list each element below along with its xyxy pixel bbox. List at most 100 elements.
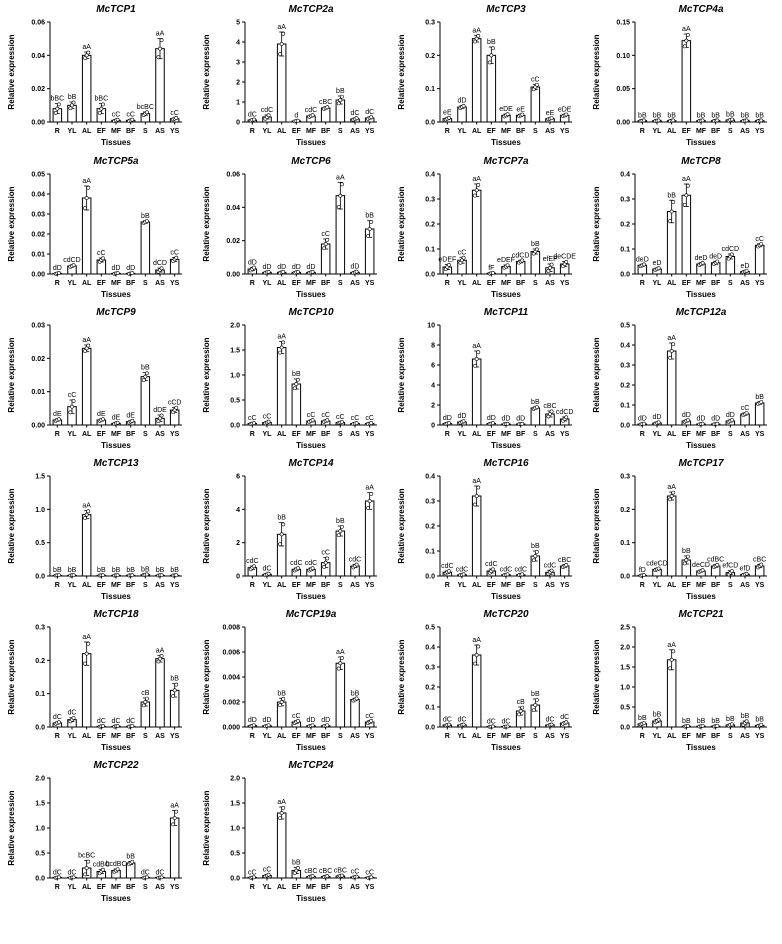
data-point bbox=[84, 346, 89, 351]
x-tick-label: EF bbox=[487, 431, 497, 438]
y-tick-label: 0.0 bbox=[35, 876, 45, 883]
x-tick-label: AS bbox=[545, 280, 555, 287]
significance-label: dC bbox=[487, 718, 496, 725]
bar-EF bbox=[291, 383, 302, 426]
data-point bbox=[171, 822, 175, 827]
y-tick-label: 0.2 bbox=[425, 524, 435, 531]
chart-title: McTCP22 bbox=[93, 760, 138, 771]
data-point bbox=[86, 343, 91, 348]
data-point bbox=[278, 52, 282, 57]
x-tick-label: AS bbox=[350, 733, 360, 740]
y-tick-label: 0.0 bbox=[35, 574, 45, 581]
chart-title: McTCP12a bbox=[676, 307, 727, 318]
x-tick-label: YL bbox=[458, 280, 468, 287]
x-tick-label: R bbox=[640, 128, 645, 135]
data-point bbox=[325, 556, 330, 561]
chart-panel-McTCP3: McTCP3 Relative expression Tissues 0.0 0.1 0.… bbox=[397, 4, 572, 147]
chart-panel-McTCP5a: McTCP5a Relative expression Tissues 0.00 0.0… bbox=[7, 156, 182, 299]
y-tick-label: 0.06 bbox=[226, 172, 240, 179]
x-tick-label: EF bbox=[487, 280, 497, 287]
data-point bbox=[57, 875, 61, 880]
significance-label: cC bbox=[458, 249, 467, 256]
y-tick-label: 0.2 bbox=[425, 222, 435, 229]
significance-label: d bbox=[294, 113, 298, 120]
significance-label: bB bbox=[277, 690, 286, 697]
bar-EF bbox=[486, 54, 497, 123]
data-point bbox=[338, 193, 343, 198]
x-tick-label: BF bbox=[321, 431, 331, 438]
data-point bbox=[369, 492, 374, 496]
data-point bbox=[70, 103, 74, 108]
x-tick-label: S bbox=[338, 733, 343, 740]
significance-label: cdC bbox=[500, 566, 512, 573]
y-axis-label: Relative expression bbox=[397, 488, 406, 563]
x-axis-label: Tissues bbox=[686, 743, 716, 752]
data-point bbox=[281, 806, 286, 810]
data-point bbox=[491, 270, 495, 275]
y-tick-label: 0.15 bbox=[616, 20, 630, 27]
data-point bbox=[700, 568, 705, 573]
data-point bbox=[759, 400, 764, 404]
significance-label: aA bbox=[156, 31, 165, 38]
x-tick-label: R bbox=[640, 733, 645, 740]
significance-label: cCD bbox=[168, 399, 182, 406]
data-point bbox=[172, 688, 177, 693]
significance-label: bcBC bbox=[78, 853, 95, 860]
x-tick-label: EF bbox=[682, 280, 692, 287]
data-point bbox=[549, 722, 554, 727]
x-tick-label: YS bbox=[560, 431, 570, 438]
x-tick-label: EF bbox=[97, 431, 107, 438]
y-tick-label: 1.0 bbox=[230, 373, 240, 380]
significance-label: cC bbox=[365, 415, 374, 422]
x-tick-label: AL bbox=[667, 280, 677, 287]
data-point bbox=[535, 698, 539, 702]
x-axis-label: Tissues bbox=[491, 592, 521, 601]
significance-label: bB bbox=[638, 715, 647, 722]
chart-panel-McTCP8: McTCP8 Relative expression Tissues 0.0 0.1 0.… bbox=[592, 156, 767, 299]
x-tick-label: AL bbox=[82, 582, 92, 589]
y-tick-label: 8 bbox=[431, 343, 435, 350]
x-tick-label: AL bbox=[472, 431, 482, 438]
significance-label: bB bbox=[336, 518, 345, 525]
y-tick-label: 0.04 bbox=[31, 53, 45, 60]
data-point bbox=[84, 866, 89, 870]
x-tick-label: YL bbox=[263, 431, 273, 438]
data-point bbox=[310, 723, 315, 728]
data-point bbox=[325, 874, 330, 878]
significance-label: dC bbox=[443, 716, 452, 723]
chart-title: McTCP10 bbox=[288, 307, 333, 318]
x-tick-label: S bbox=[143, 884, 148, 891]
x-tick-label: EF bbox=[97, 128, 107, 135]
bar-AS bbox=[155, 658, 165, 728]
x-tick-label: BF bbox=[321, 884, 331, 891]
x-axis-label: Tissues bbox=[101, 290, 131, 299]
data-point bbox=[684, 558, 689, 562]
significance-label: dD bbox=[458, 413, 467, 420]
x-tick-label: EF bbox=[97, 582, 107, 589]
significance-label: dE bbox=[112, 415, 121, 422]
x-axis-label: Tissues bbox=[491, 441, 521, 450]
data-point bbox=[156, 659, 161, 664]
significance-label: dD bbox=[711, 416, 720, 423]
significance-label: dD bbox=[351, 264, 360, 271]
chart-panel-McTCP4a: McTCP4a Relative expression Tissues 0.00 0.0… bbox=[592, 4, 767, 147]
chart-panel-McTCP13: McTCP13 Relative expression Tissues 0.0 0.5 1… bbox=[7, 458, 182, 601]
significance-label: cC bbox=[112, 112, 121, 119]
significance-label: dC bbox=[68, 869, 77, 876]
x-tick-label: YL bbox=[68, 884, 78, 891]
data-point bbox=[97, 111, 102, 115]
data-point bbox=[476, 350, 481, 355]
x-tick-label: BF bbox=[126, 431, 136, 438]
y-tick-label: 0.2 bbox=[620, 383, 630, 390]
significance-label: cC bbox=[321, 231, 330, 238]
x-tick-label: YL bbox=[653, 733, 663, 740]
data-point bbox=[83, 516, 87, 520]
data-point bbox=[83, 349, 87, 354]
data-point bbox=[564, 112, 569, 117]
significance-label: dC bbox=[53, 869, 62, 876]
significance-label: cdC bbox=[290, 560, 302, 567]
y-tick-label: 1.0 bbox=[620, 685, 630, 692]
x-tick-label: YL bbox=[458, 733, 468, 740]
data-point bbox=[141, 703, 146, 708]
significance-label: bB bbox=[68, 567, 77, 574]
